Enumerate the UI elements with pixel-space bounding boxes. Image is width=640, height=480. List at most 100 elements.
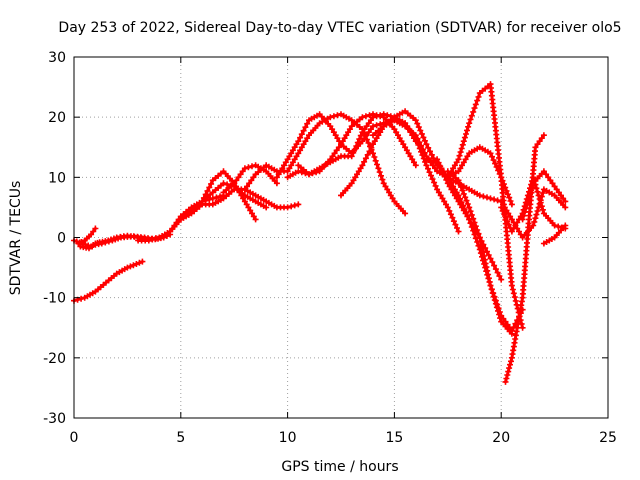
data-point [420,134,427,141]
data-point [471,219,478,226]
data-point [362,113,369,120]
series-arc-19 [444,168,515,337]
data-point [127,263,134,270]
data-point [412,162,419,169]
data-point [354,139,361,146]
data-point [464,127,470,134]
data-point [428,151,435,158]
data-point [537,199,544,206]
data-point [540,132,547,139]
data-point [520,212,527,219]
data-point [149,236,156,243]
data-point [376,169,383,176]
data-point [213,194,220,201]
data-point [288,203,295,210]
data-point [534,208,541,214]
y-tick-label: 20 [48,110,66,126]
data-point [298,131,305,138]
data-point [487,195,494,202]
data-point [335,144,342,151]
data-point [455,228,462,235]
data-point [462,194,469,201]
data-point [105,238,112,245]
data-point [491,196,498,203]
data-point [471,105,478,112]
data-point [504,191,511,198]
data-point [467,208,474,215]
x-tick-label: 20 [492,430,510,446]
series-arc-8 [199,168,259,223]
data-point [152,235,159,242]
x-tick-label: 10 [279,430,297,446]
data-point [92,225,99,232]
data-point [465,123,472,130]
data-point [373,122,380,129]
data-point [359,114,366,121]
series-line [339,109,503,203]
data-point [464,201,471,207]
data-point [463,197,470,204]
series-arc-24 [540,222,569,247]
data-point [304,120,311,127]
data-point [429,176,436,183]
data-point [498,276,505,283]
data-point [412,117,419,124]
data-point [506,194,513,201]
data-point [530,174,537,181]
data-point [508,282,515,289]
data-point [458,145,465,152]
data-point [351,146,358,153]
data-point [510,290,517,297]
data-point [496,311,503,318]
data-point [458,184,465,191]
data-point [519,216,526,223]
data-point [508,201,515,208]
data-point [497,315,504,322]
data-point [447,211,454,218]
data-point [412,132,419,139]
data-point [241,165,248,172]
data-point [421,137,428,144]
data-point [504,218,511,225]
data-point [533,185,540,192]
data-point [514,219,521,226]
data-point [459,187,466,194]
data-point [487,282,494,289]
data-point [468,112,475,119]
data-point [534,188,541,195]
series-arc-14 [338,108,505,205]
data-point [373,113,380,120]
data-point [492,266,499,273]
y-tick-label: 10 [48,170,66,186]
data-point [502,378,509,385]
data-point [199,198,206,205]
data-point [535,192,542,199]
data-point [503,187,510,194]
data-point [530,222,537,229]
data-point [252,216,259,223]
data-point [491,297,498,304]
data-point [98,240,105,247]
data-point [423,156,430,163]
x-axis-label: GPS time / hours [281,459,398,475]
data-point [431,179,438,186]
data-point [400,141,407,148]
data-point [273,180,280,187]
data-point [78,295,85,302]
data-point [508,216,515,223]
data-point [551,222,558,229]
data-point [474,97,481,104]
data-point [523,202,530,208]
data-point [419,146,426,153]
data-point [494,269,501,276]
data-point [508,330,515,337]
data-point [423,162,430,169]
data-point [454,225,460,231]
data-point [562,222,569,229]
data-point [526,194,532,201]
data-point [485,275,492,282]
data-point [102,239,109,246]
data-point [425,165,431,172]
data-point [501,211,508,218]
data-point [452,221,459,228]
